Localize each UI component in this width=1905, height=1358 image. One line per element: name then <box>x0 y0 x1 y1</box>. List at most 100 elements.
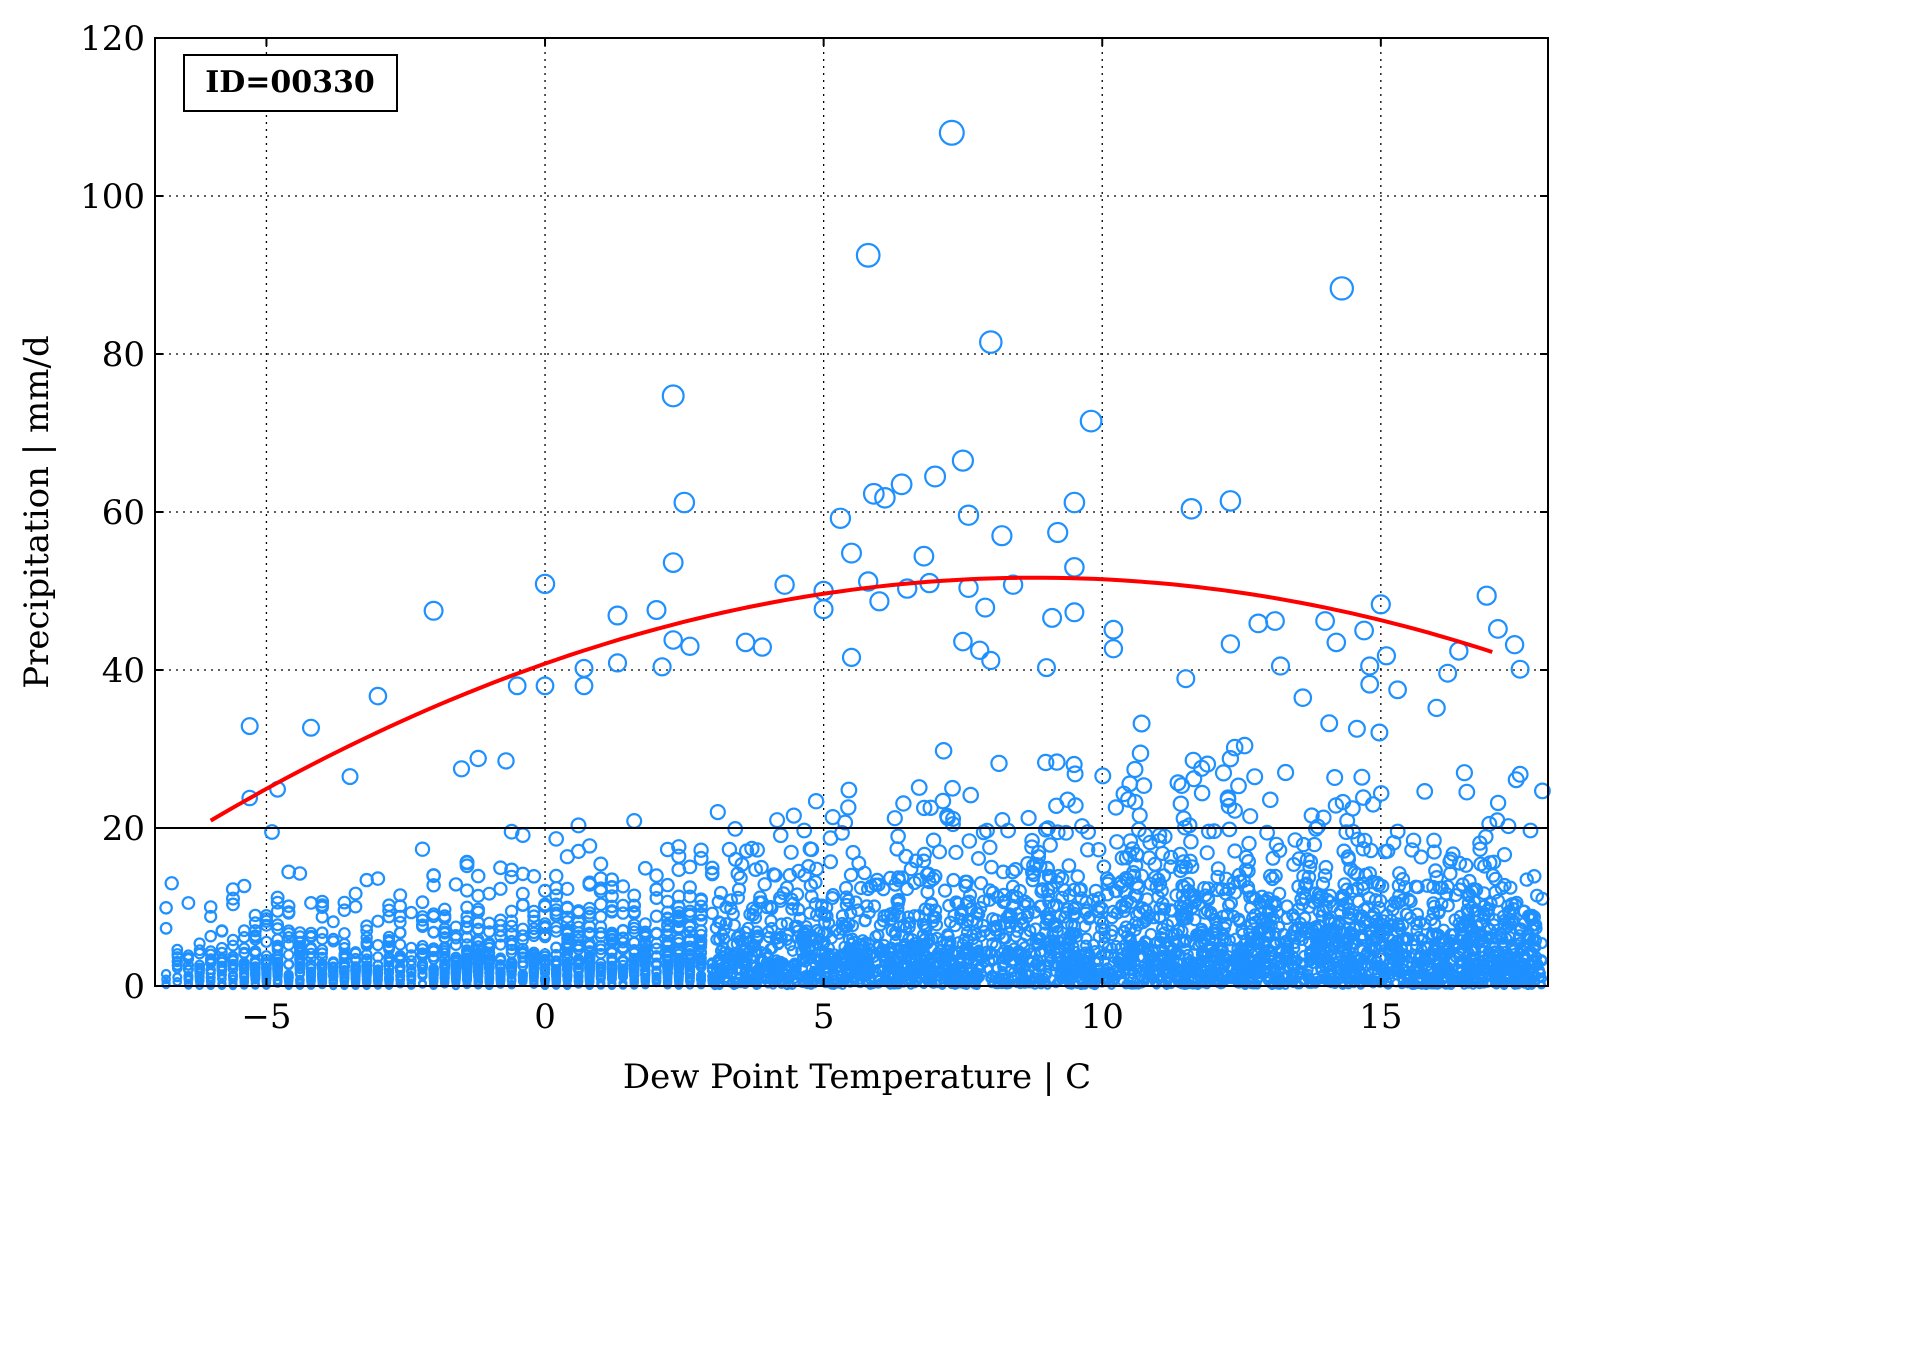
data-point <box>1044 880 1059 896</box>
data-point <box>889 841 905 857</box>
data-point <box>1461 895 1476 910</box>
data-point <box>1409 917 1423 931</box>
data-point <box>305 963 317 974</box>
data-point <box>809 861 824 877</box>
data-point <box>944 779 961 797</box>
data-point <box>626 812 643 829</box>
data-point <box>841 893 856 908</box>
data-point <box>1438 663 1458 683</box>
data-point <box>495 962 506 974</box>
data-point <box>1016 917 1030 931</box>
data-point <box>1364 796 1382 813</box>
data-point <box>470 868 486 884</box>
data-point <box>784 939 797 952</box>
data-point <box>997 980 1007 990</box>
data-point <box>1412 979 1422 989</box>
data-point <box>573 965 584 977</box>
data-point <box>807 793 825 810</box>
data-point <box>661 924 674 938</box>
data-point <box>888 969 899 980</box>
data-point <box>1455 764 1474 782</box>
data-point <box>780 916 794 930</box>
data-point <box>1434 880 1450 896</box>
data-point <box>517 957 529 969</box>
data-point <box>984 947 997 960</box>
data-point <box>1441 939 1454 952</box>
data-point <box>1140 936 1153 949</box>
data-point <box>897 578 918 599</box>
data-point <box>942 929 955 943</box>
data-point <box>1429 940 1442 953</box>
data-point <box>828 966 840 978</box>
data-point <box>824 952 837 965</box>
data-point <box>1095 901 1109 916</box>
data-point <box>548 868 564 884</box>
data-point <box>961 833 978 849</box>
data-point <box>954 963 966 974</box>
data-point <box>426 878 441 893</box>
data-point <box>683 908 697 923</box>
data-point <box>867 899 882 913</box>
data-point <box>414 841 431 857</box>
data-point <box>649 890 664 905</box>
data-point <box>1315 611 1335 631</box>
data-point <box>1338 824 1355 841</box>
data-point <box>982 893 997 907</box>
data-point <box>815 959 827 971</box>
data-point <box>248 908 262 923</box>
data-point <box>924 465 947 488</box>
data-point <box>1151 872 1166 887</box>
data-point <box>661 384 685 408</box>
data-point <box>1311 927 1324 941</box>
data-point <box>709 803 726 821</box>
data-point <box>858 959 870 971</box>
data-point <box>238 961 250 973</box>
data-point <box>459 883 475 898</box>
data-point <box>976 894 991 909</box>
data-point <box>473 979 483 989</box>
data-point <box>1201 881 1216 896</box>
data-point <box>1039 917 1053 931</box>
data-point <box>903 861 919 877</box>
data-point <box>1295 836 1312 853</box>
data-point <box>652 657 672 677</box>
data-point <box>1126 760 1144 779</box>
data-point <box>1511 965 1523 976</box>
data-point <box>730 890 745 905</box>
data-point <box>316 964 328 975</box>
data-point <box>617 966 629 978</box>
data-point <box>1246 768 1264 786</box>
data-point <box>1114 878 1130 894</box>
data-point <box>716 940 729 953</box>
data-point <box>505 927 518 940</box>
data-point <box>1197 935 1210 948</box>
data-point <box>1103 619 1124 640</box>
data-point <box>1405 832 1422 849</box>
data-point <box>1195 947 1208 960</box>
data-point <box>1491 893 1505 908</box>
data-point <box>1401 892 1416 907</box>
data-point <box>1126 868 1142 884</box>
data-point <box>305 958 317 970</box>
data-point <box>1371 877 1387 893</box>
data-point <box>774 917 788 931</box>
data-point <box>1188 966 1199 978</box>
data-point <box>1151 833 1167 849</box>
data-point <box>471 923 485 937</box>
data-point <box>194 976 205 986</box>
data-point <box>194 959 206 971</box>
data-point <box>838 976 848 986</box>
data-point <box>1170 971 1181 982</box>
data-point <box>1079 409 1103 433</box>
data-point <box>777 959 789 971</box>
data-point <box>260 935 273 948</box>
data-point <box>305 970 317 981</box>
data-point <box>1351 965 1363 976</box>
data-point <box>605 904 619 918</box>
data-point <box>527 909 541 923</box>
data-point <box>416 919 430 933</box>
data-point <box>1232 874 1248 889</box>
data-point <box>315 894 330 909</box>
data-point <box>1039 910 1054 924</box>
data-point <box>1344 953 1357 965</box>
